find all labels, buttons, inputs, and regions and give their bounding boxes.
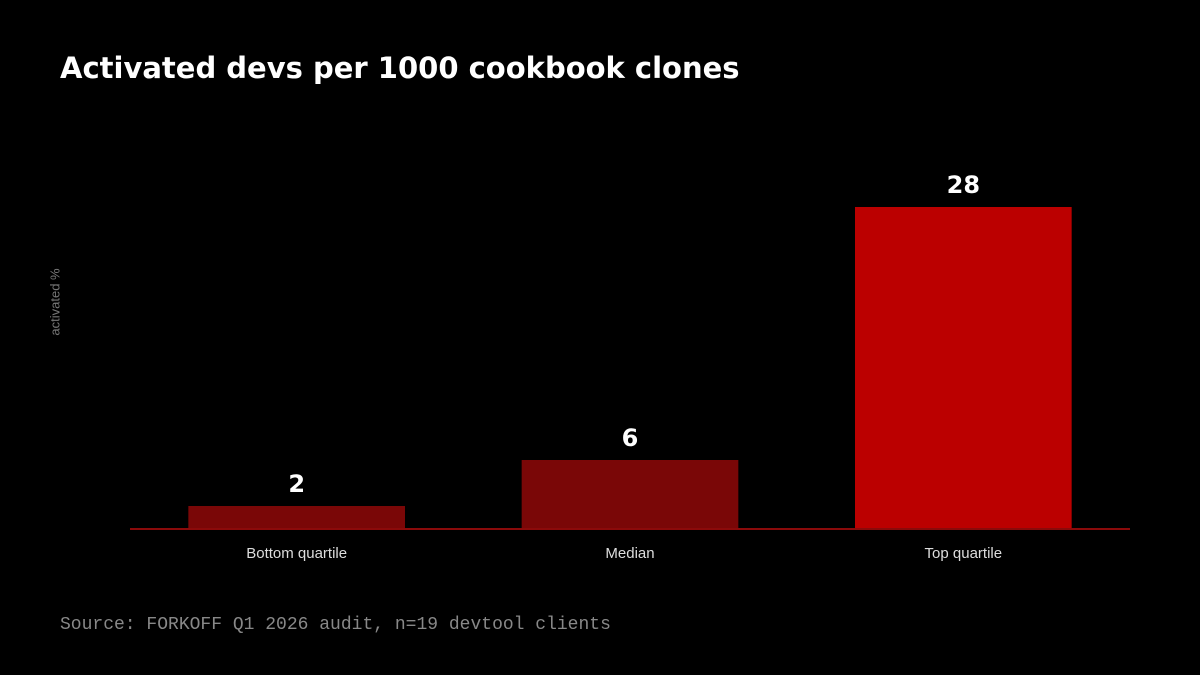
bar [521, 460, 739, 529]
x-tick-label: Top quartile [925, 545, 1003, 562]
value-label: 28 [947, 171, 980, 199]
source-note: Source: FORKOFF Q1 2026 audit, n=19 devt… [60, 615, 611, 635]
chart-title: Activated devs per 1000 cookbook clones [60, 51, 740, 85]
y-axis-label: activated % [47, 268, 62, 336]
bar [188, 506, 405, 529]
bar [855, 207, 1072, 529]
value-label: 6 [622, 424, 639, 452]
x-tick-label: Median [605, 545, 654, 562]
x-tick-label: Bottom quartile [246, 545, 347, 562]
value-label: 2 [288, 470, 305, 498]
